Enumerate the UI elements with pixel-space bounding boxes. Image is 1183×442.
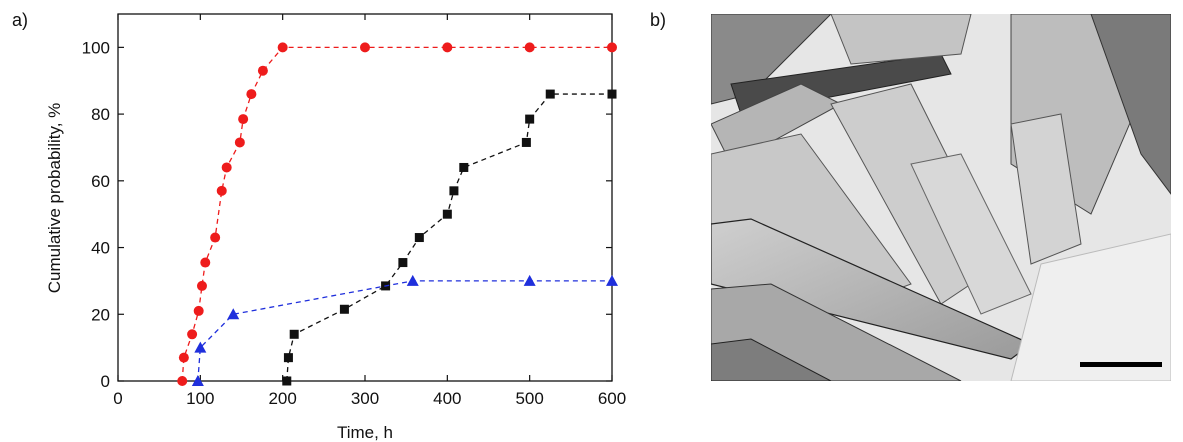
data-point-square [525,114,535,124]
y-tick-label: 80 [91,105,110,124]
data-point-square [449,186,459,196]
x-tick-label: 100 [186,389,214,408]
data-point-circle [187,329,198,340]
panel-label-b: b) [650,10,667,30]
data-point-square [289,329,299,339]
data-point-square [545,89,555,99]
y-tick-label: 60 [91,172,110,191]
series-layer [177,42,618,386]
y-axis-label: Cumulative probability, % [45,103,64,294]
data-point-square [398,258,408,268]
x-axis-ticks: 0 100 200 300 400 500 600 [113,14,626,408]
data-point-triangle [194,341,207,353]
data-point-circle [177,376,188,386]
data-point-circle [238,114,249,125]
x-axis-label: Time, h [337,423,393,442]
cumulative-probability-chart: 0 100 200 300 400 500 600 0 20 40 60 80 100 Time, h… [45,13,626,442]
data-point-circle [257,65,268,76]
data-point-circle [524,42,535,53]
x-tick-label: 600 [598,389,626,408]
x-tick-label: 0 [113,389,122,408]
data-point-triangle [227,308,240,320]
data-point-circle [360,42,370,53]
data-point-square [339,304,349,314]
data-point-triangle [191,375,204,386]
data-point-circle [196,280,207,291]
series-square-line [286,93,612,382]
series-triangle-line [197,280,612,382]
data-point-circle [277,42,288,53]
data-point-square [283,353,293,363]
data-point-square [459,162,469,172]
data-point-circle [216,185,227,196]
data-point-square [607,89,617,99]
data-point-triangle [406,274,419,286]
x-tick-label: 400 [433,389,461,408]
data-point-circle [607,42,617,53]
data-point-circle [246,89,257,100]
data-point-triangle [523,274,536,286]
y-tick-label: 100 [82,38,110,57]
data-point-circle [193,305,204,316]
data-point-circle [221,162,232,173]
series-circle-line [181,46,612,382]
data-point-circle [234,137,245,148]
scale-bar [1080,362,1162,367]
data-point-circle [200,257,211,268]
data-point-circle [210,232,221,243]
data-point-square [282,376,292,386]
data-point-square [442,209,452,219]
data-point-circle [178,352,189,363]
data-point-triangle [606,274,618,286]
data-point-circle [442,42,453,53]
panel-label-a: a) [12,10,29,30]
x-tick-label: 500 [515,389,543,408]
crystal-micrograph-image [711,14,1171,381]
x-tick-label: 200 [268,389,296,408]
y-tick-label: 20 [91,305,110,324]
y-tick-label: 0 [101,372,110,391]
y-axis-ticks: 0 20 40 60 80 100 [82,38,612,391]
plot-frame [117,13,613,382]
data-point-square [521,137,531,147]
y-tick-label: 40 [91,239,110,258]
x-tick-label: 300 [351,389,379,408]
data-point-square [414,233,424,243]
